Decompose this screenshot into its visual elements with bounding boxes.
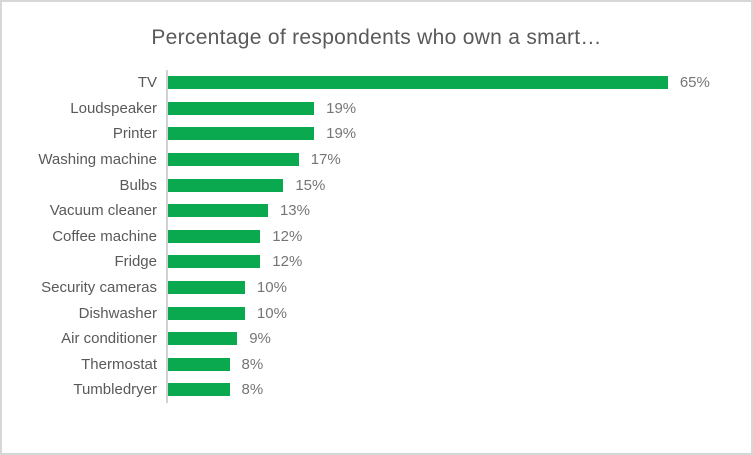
bar xyxy=(168,281,245,295)
category-label: Loudspeaker xyxy=(70,99,157,117)
value-label: 65% xyxy=(679,74,710,92)
bar-row: Thermostat 8% xyxy=(2,351,751,378)
category-label: Coffee machine xyxy=(52,227,157,245)
bar-row: Coffee machine 12% xyxy=(2,223,751,250)
category-label: Vacuum cleaner xyxy=(49,202,157,220)
bar xyxy=(168,76,668,90)
chart-title: Percentage of respondents who own a smar… xyxy=(151,26,602,49)
bar xyxy=(168,306,245,320)
category-label: Printer xyxy=(112,125,157,143)
category-label: Security cameras xyxy=(41,279,157,297)
category-label: TV xyxy=(137,74,157,92)
bar xyxy=(168,178,284,192)
bar-area: 19% xyxy=(166,95,751,122)
value-label: 10% xyxy=(256,279,287,297)
bar xyxy=(168,229,261,243)
bar-row: Fridge 12% xyxy=(2,249,751,275)
bar-area: 8% xyxy=(166,351,751,378)
category-label: Fridge xyxy=(114,253,157,271)
value-label: 13% xyxy=(279,202,310,220)
value-label: 8% xyxy=(241,381,264,399)
value-label: 10% xyxy=(256,304,287,322)
bar-row: Tumbledryer 8% xyxy=(2,377,751,403)
bar-row: Vacuum cleaner 13% xyxy=(2,197,751,224)
bar-row: Bulbs 15% xyxy=(2,172,751,198)
bar-row: Air conditioner 9% xyxy=(2,325,751,352)
value-label: 19% xyxy=(326,125,357,143)
value-label: 9% xyxy=(249,330,271,348)
bar-area: 13% xyxy=(166,197,751,224)
bar xyxy=(168,204,268,218)
bar xyxy=(168,127,315,141)
bar-row: Dishwasher 10% xyxy=(2,300,751,326)
bar-row: Security cameras 10% xyxy=(2,274,751,301)
value-label: 15% xyxy=(295,176,326,194)
bar-area: 15% xyxy=(166,172,751,198)
bar xyxy=(168,332,238,346)
bar xyxy=(168,357,230,371)
bar-row: Printer 19% xyxy=(2,121,751,147)
bar xyxy=(168,383,230,397)
bar-area: 17% xyxy=(166,146,751,173)
bar-area: 9% xyxy=(166,325,751,352)
bar-area: 65% xyxy=(166,70,751,96)
bar-row: TV 65% xyxy=(2,70,751,96)
category-label: Air conditioner xyxy=(61,330,157,348)
category-label: Bulbs xyxy=(119,176,157,194)
bar-area: 19% xyxy=(166,121,751,147)
bar xyxy=(168,153,299,167)
category-label: Dishwasher xyxy=(78,304,157,322)
bar xyxy=(168,255,261,269)
value-label: 12% xyxy=(272,253,303,271)
value-label: 8% xyxy=(241,355,264,373)
value-label: 12% xyxy=(272,227,303,245)
bar-row: Washing machine 17% xyxy=(2,146,751,173)
bar xyxy=(168,101,315,115)
bar-area: 10% xyxy=(166,300,751,326)
bar-area: 8% xyxy=(166,377,751,403)
value-label: 19% xyxy=(326,99,357,117)
category-label: Thermostat xyxy=(81,355,157,373)
bar-area: 10% xyxy=(166,274,751,301)
category-label: Washing machine xyxy=(38,151,157,169)
category-label: Tumbledryer xyxy=(73,381,157,399)
bar-row: Loudspeaker 19% xyxy=(2,95,751,122)
value-label: 17% xyxy=(310,151,341,169)
plot-area: TV 65% Loudspeaker 19% Printer 19% Washing mac… xyxy=(2,70,751,403)
bar-area: 12% xyxy=(166,223,751,250)
bar-area: 12% xyxy=(166,249,751,275)
